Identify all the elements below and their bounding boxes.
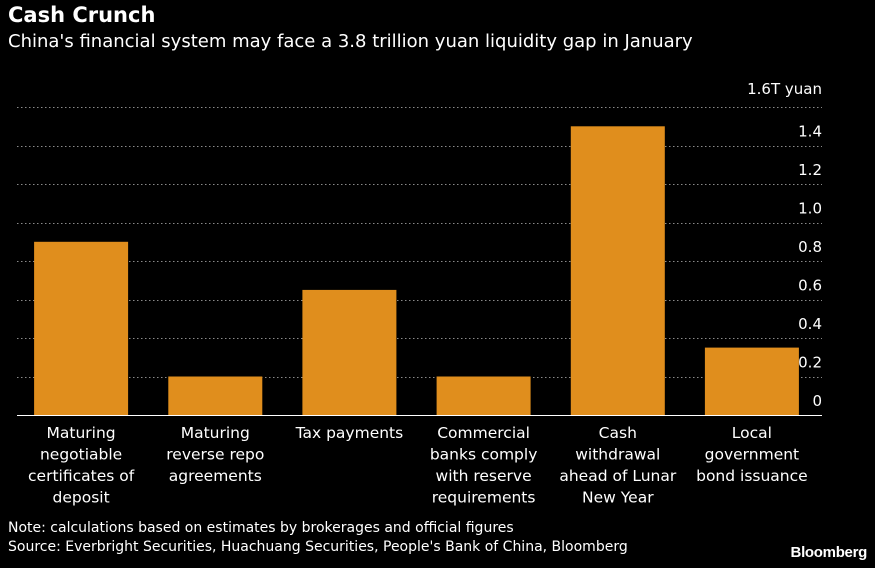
x-tick-label-line: ahead of Lunar bbox=[559, 467, 676, 485]
x-tick-label-line: Cash bbox=[599, 424, 637, 442]
chart-title: Cash Crunch bbox=[8, 3, 156, 27]
x-tick-label-line: agreements bbox=[169, 467, 262, 485]
x-tick-label-line: Tax payments bbox=[295, 424, 404, 442]
bar bbox=[302, 289, 397, 415]
x-tick-label-line: negotiable bbox=[40, 446, 122, 464]
x-tick-label-line: certificates of bbox=[28, 467, 135, 485]
x-tick-label: Maturing reverse repo agreements bbox=[166, 424, 264, 485]
y-tick-label: 0.2 bbox=[798, 354, 822, 372]
x-tick-label-line: withdrawal bbox=[575, 446, 660, 464]
x-tick-label-line: deposit bbox=[53, 489, 110, 507]
y-tick-label: 0.8 bbox=[798, 238, 822, 256]
bar bbox=[436, 376, 531, 415]
chart-subtitle: China's financial system may face a 3.8 … bbox=[8, 31, 693, 52]
chart-note: Note: calculations based on estimates by… bbox=[8, 520, 514, 536]
bar bbox=[168, 376, 263, 415]
x-tick-label: Commercial banks comply with reserve requir… bbox=[430, 424, 538, 507]
bar bbox=[34, 241, 129, 416]
chart-source: Source: Everbright Securities, Huachuang… bbox=[8, 539, 628, 555]
y-tick-label: 0.6 bbox=[798, 277, 822, 295]
y-tick-label: 1.2 bbox=[798, 161, 822, 179]
x-tick-label: Cash withdrawal ahead of Lunar New Year bbox=[559, 424, 676, 507]
x-tick-label-line: with reserve bbox=[436, 467, 532, 485]
y-unit-label: 1.6T yuan bbox=[747, 80, 822, 98]
y-tick-label: 0.4 bbox=[798, 315, 822, 333]
x-tick-label: Maturing negotiable certificates of deposit bbox=[28, 424, 135, 507]
x-tick-label-line: requirements bbox=[432, 489, 536, 507]
x-tick-label: Local government bond issuance bbox=[696, 424, 808, 485]
bar bbox=[570, 126, 665, 416]
x-tick-label-line: reverse repo bbox=[166, 446, 264, 464]
y-tick-label: 0 bbox=[812, 392, 822, 410]
x-tick-label-line: Commercial bbox=[437, 424, 530, 442]
x-tick-label-line: Local bbox=[732, 424, 772, 442]
bloomberg-logo: Bloomberg bbox=[790, 544, 868, 561]
x-tick-label-line: banks comply bbox=[430, 446, 538, 464]
x-tick-label-line: Maturing bbox=[47, 424, 116, 442]
x-tick-label-line: Maturing bbox=[181, 424, 250, 442]
x-tick-label-line: government bbox=[705, 446, 800, 464]
y-tick-label: 1.0 bbox=[798, 200, 822, 218]
bar-chart: 0 0.2 0.4 0.6 0.8 1.0 1.2 1.4 1.6T yuan Maturing n… bbox=[17, 80, 822, 507]
bar bbox=[704, 347, 799, 415]
x-tick-label-line: bond issuance bbox=[696, 467, 808, 485]
y-tick-label: 1.4 bbox=[798, 123, 822, 141]
x-tick-label-line: New Year bbox=[582, 489, 654, 507]
x-tick-label: Tax payments bbox=[295, 424, 404, 442]
